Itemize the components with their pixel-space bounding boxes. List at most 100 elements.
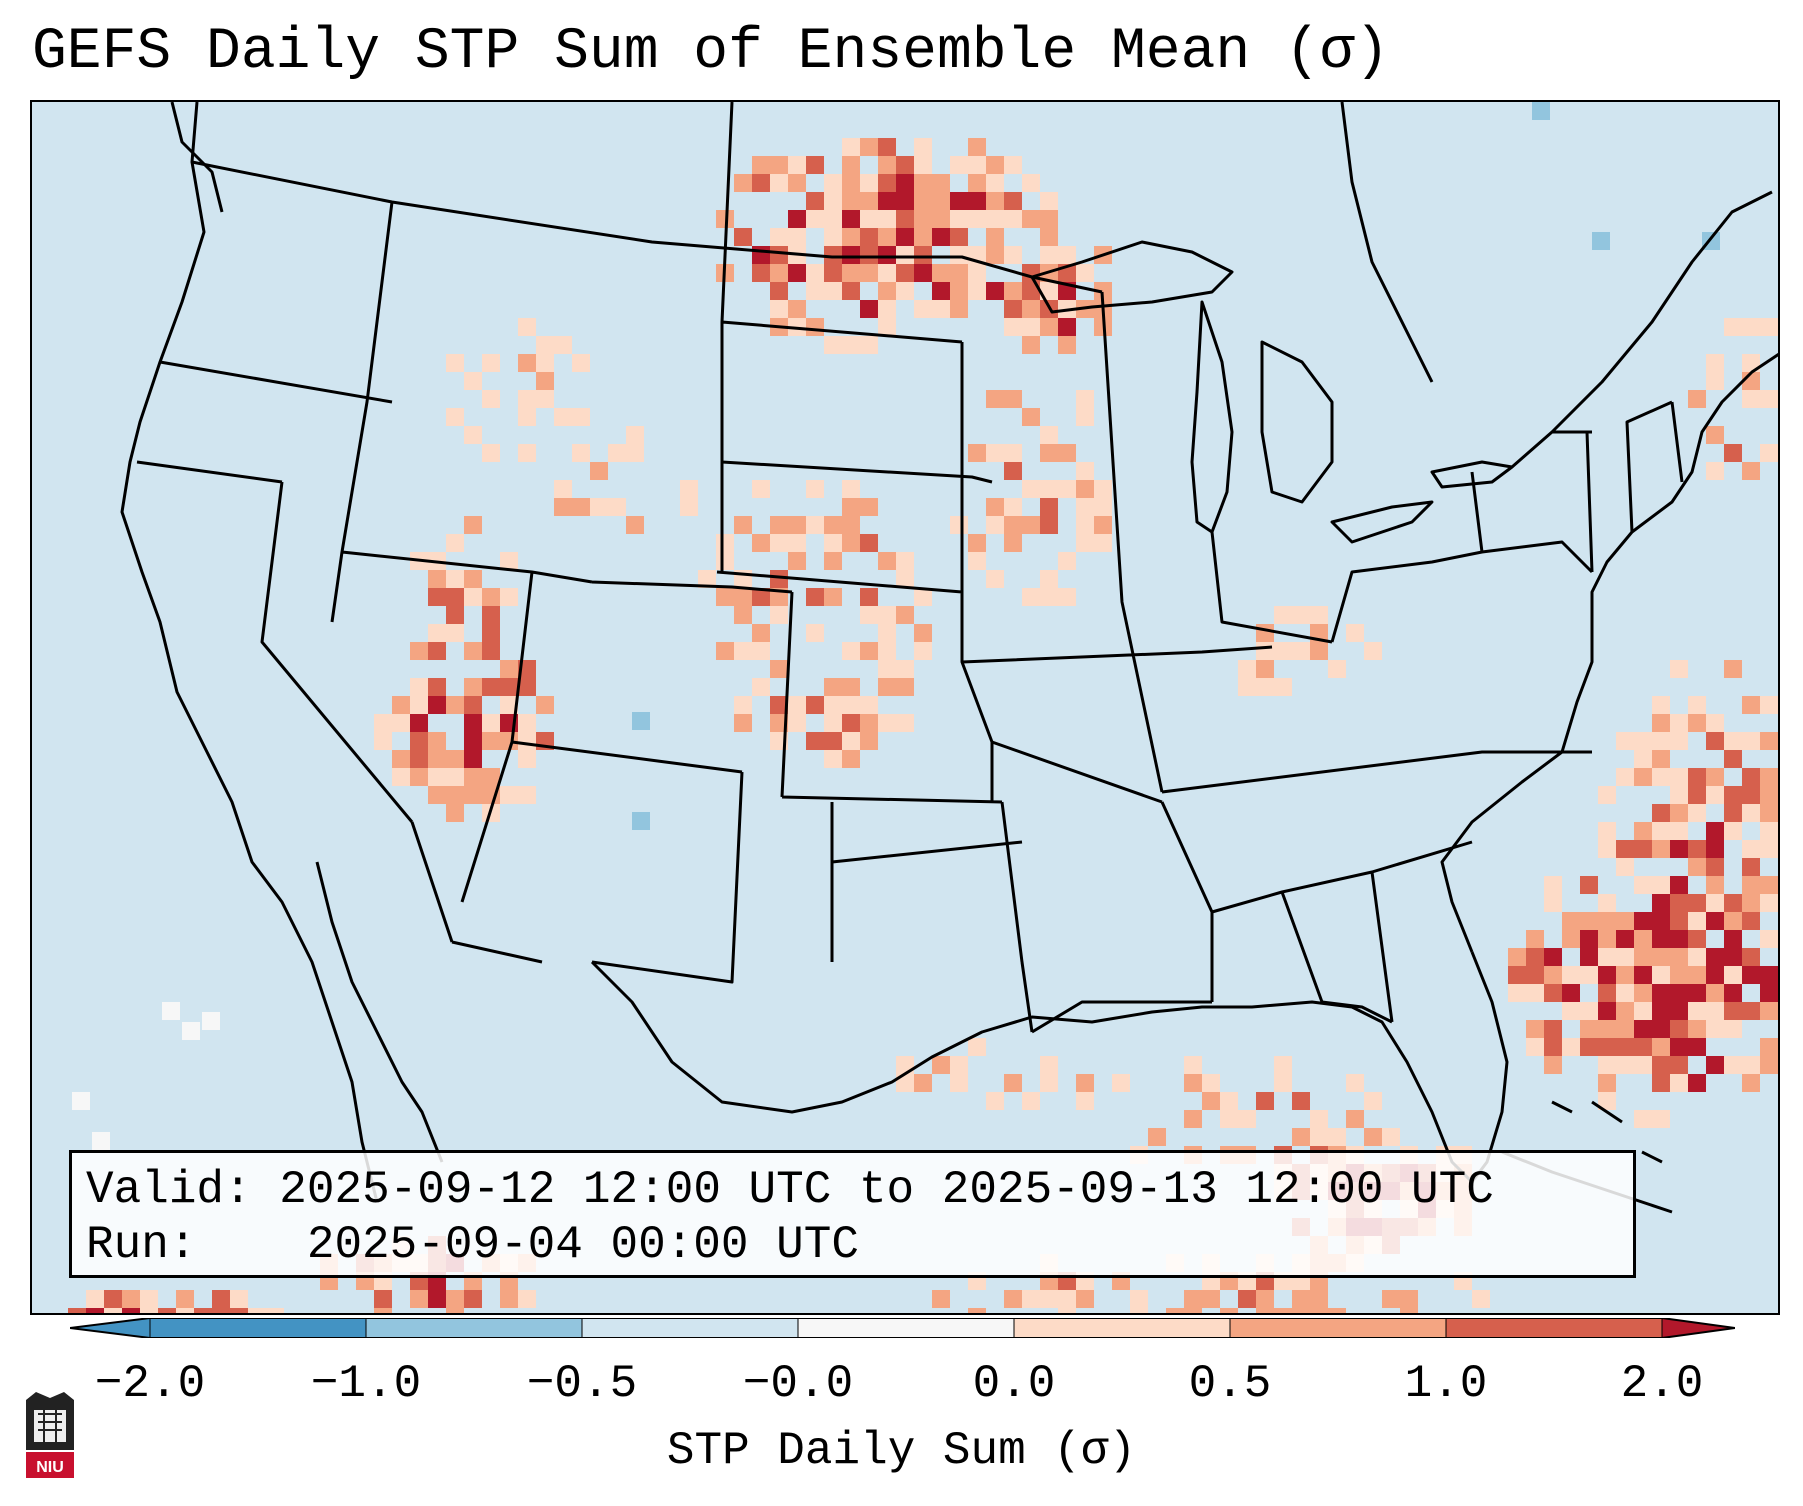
anomaly-cell bbox=[842, 246, 860, 264]
anomaly-cell bbox=[1760, 768, 1778, 786]
anomaly-cell bbox=[1274, 678, 1292, 696]
anomaly-cell bbox=[1652, 984, 1670, 1002]
anomaly-cell bbox=[122, 1290, 140, 1308]
anomaly-cell bbox=[1616, 930, 1634, 948]
anomaly-cell bbox=[986, 174, 1004, 192]
anomaly-cell bbox=[1274, 1074, 1292, 1092]
anomaly-cell bbox=[1778, 876, 1780, 894]
anomaly-cell bbox=[1652, 1002, 1670, 1020]
anomaly-cell bbox=[1670, 768, 1688, 786]
anomaly-cell bbox=[1688, 1038, 1706, 1056]
anomaly-cell bbox=[1040, 192, 1058, 210]
anomaly-cell bbox=[896, 570, 914, 588]
anomaly-cell bbox=[1706, 822, 1724, 840]
anomaly-cell bbox=[824, 750, 842, 768]
anomaly-cell bbox=[752, 678, 770, 696]
anomaly-cell bbox=[1256, 1290, 1274, 1308]
anomaly-cell bbox=[878, 318, 896, 336]
anomaly-cell bbox=[680, 498, 698, 516]
anomaly-cell bbox=[1544, 1056, 1562, 1074]
anomaly-cell bbox=[950, 264, 968, 282]
anomaly-cell bbox=[878, 624, 896, 642]
anomaly-cell bbox=[1004, 462, 1022, 480]
anomaly-cell bbox=[1004, 210, 1022, 228]
anomaly-cell bbox=[842, 282, 860, 300]
anomaly-cell bbox=[1040, 498, 1058, 516]
anomaly-cell bbox=[788, 552, 806, 570]
anomaly-cell bbox=[428, 588, 446, 606]
anomaly-cell bbox=[446, 804, 464, 822]
anomaly-cell bbox=[1652, 966, 1670, 984]
anomaly-cell bbox=[1724, 1002, 1742, 1020]
anomaly-cell bbox=[752, 264, 770, 282]
anomaly-cell bbox=[464, 732, 482, 750]
anomaly-cell bbox=[770, 714, 788, 732]
anomaly-cell bbox=[1040, 282, 1058, 300]
anomaly-cell bbox=[1004, 1290, 1022, 1308]
anomaly-cell bbox=[1076, 516, 1094, 534]
anomaly-cell bbox=[752, 534, 770, 552]
anomaly-cell bbox=[770, 534, 788, 552]
anomaly-cell bbox=[1634, 912, 1652, 930]
anomaly-cell bbox=[1094, 282, 1112, 300]
east-coastline bbox=[1440, 352, 1778, 953]
anomaly-cell bbox=[1274, 606, 1292, 624]
colorbar-tick-label: −2.0 bbox=[94, 1358, 206, 1410]
anomaly-cell bbox=[536, 696, 554, 714]
anomaly-cell bbox=[410, 1290, 428, 1308]
anomaly-cell bbox=[140, 1308, 158, 1313]
anomaly-cell bbox=[464, 768, 482, 786]
anomaly-cell bbox=[446, 570, 464, 588]
anomaly-cell bbox=[1688, 390, 1706, 408]
anomaly-cell bbox=[1346, 624, 1364, 642]
anomaly-cell bbox=[572, 408, 590, 426]
anomaly-cell bbox=[1742, 840, 1760, 858]
anomaly-cell bbox=[1706, 858, 1724, 876]
anomaly-cell bbox=[1076, 390, 1094, 408]
anomaly-cell bbox=[1652, 1110, 1670, 1128]
anomaly-cell bbox=[1364, 1092, 1382, 1110]
anomaly-cell bbox=[986, 228, 1004, 246]
anomaly-cell bbox=[410, 642, 428, 660]
anomaly-cell bbox=[1670, 660, 1688, 678]
anomaly-cell bbox=[1058, 444, 1076, 462]
anomaly-cell bbox=[878, 606, 896, 624]
anomaly-cell bbox=[608, 444, 626, 462]
state-lines-northeast bbox=[1470, 400, 1684, 573]
anomaly-cell bbox=[770, 300, 788, 318]
anomaly-cell bbox=[734, 174, 752, 192]
anomaly-cell bbox=[932, 1290, 950, 1308]
anomaly-cell bbox=[212, 1290, 230, 1308]
anomaly-cell bbox=[1688, 858, 1706, 876]
anomaly-cell bbox=[986, 1092, 1004, 1110]
anomaly-cell bbox=[1004, 390, 1022, 408]
anomaly-cell bbox=[1670, 948, 1688, 966]
anomaly-cell bbox=[950, 516, 968, 534]
anomaly-cell bbox=[374, 1290, 392, 1308]
anomaly-cell bbox=[1670, 1038, 1688, 1056]
anomaly-cell bbox=[1670, 1074, 1688, 1092]
anomaly-cell bbox=[914, 264, 932, 282]
anomaly-cell bbox=[1688, 804, 1706, 822]
anomaly-cell bbox=[1544, 894, 1562, 912]
anomaly-cell bbox=[1616, 1038, 1634, 1056]
anomaly-cell bbox=[1076, 408, 1094, 426]
anomaly-cell bbox=[392, 750, 410, 768]
colorbar-svg bbox=[70, 1318, 1735, 1338]
anomaly-cell bbox=[824, 210, 842, 228]
anomaly-cell bbox=[554, 480, 572, 498]
vancouver-island bbox=[170, 102, 224, 213]
anomaly-cell bbox=[1580, 1002, 1598, 1020]
anomaly-cell bbox=[932, 1056, 950, 1074]
anomaly-cell bbox=[464, 516, 482, 534]
anomaly-cell bbox=[896, 228, 914, 246]
anomaly-cell bbox=[1688, 1002, 1706, 1020]
anomaly-cell bbox=[1652, 768, 1670, 786]
anomaly-cell bbox=[860, 336, 878, 354]
anomaly-cell bbox=[1724, 750, 1742, 768]
anomaly-cell bbox=[1004, 318, 1022, 336]
chart-title: GEFS Daily STP Sum of Ensemble Mean (σ) bbox=[32, 20, 1390, 85]
anomaly-cell bbox=[1724, 732, 1742, 750]
anomaly-cell bbox=[1562, 1002, 1580, 1020]
anomaly-cell bbox=[1742, 786, 1760, 804]
